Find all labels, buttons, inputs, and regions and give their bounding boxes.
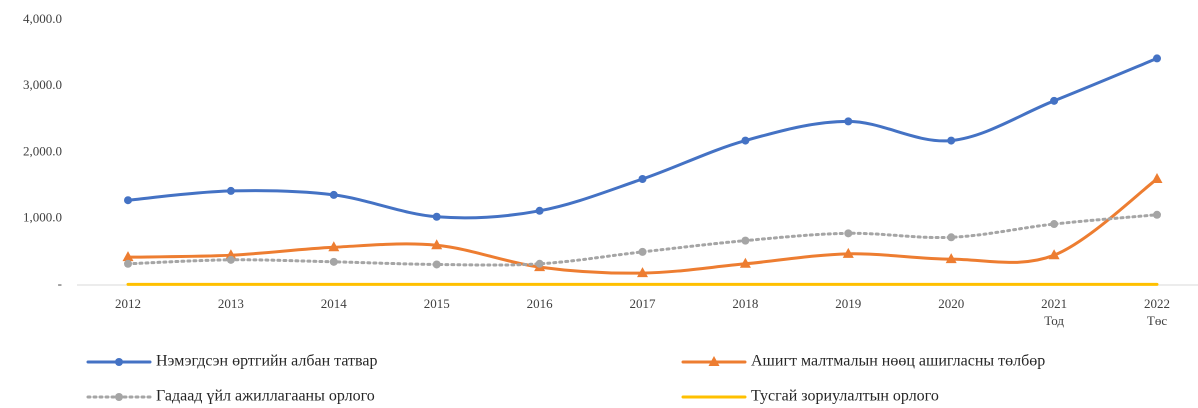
data-point: [638, 175, 647, 183]
legend-label: Тусгай зориулалтын орлого: [751, 388, 939, 405]
data-point: [122, 251, 134, 262]
series-line: [126, 56, 1159, 220]
x-tick-label: 2015: [424, 296, 450, 311]
data-point: [329, 190, 338, 199]
data-point: [842, 247, 854, 258]
data-point: [844, 117, 853, 126]
legend-marker: [115, 393, 123, 401]
data-point: [328, 241, 340, 252]
y-tick-label: 4,000.0: [23, 11, 62, 26]
y-tick-label: 2,000.0: [23, 143, 62, 158]
data-point: [947, 233, 956, 242]
x-tick-sublabel: Тод: [1044, 313, 1064, 328]
data-point: [226, 255, 235, 264]
x-tick-label: 2018: [732, 296, 758, 311]
data-point: [225, 249, 237, 260]
data-point: [741, 236, 750, 245]
x-tick-label: 2017: [630, 296, 657, 311]
data-point: [124, 259, 132, 268]
data-point: [945, 253, 957, 264]
y-tick-label: -: [58, 276, 62, 291]
data-point: [1151, 173, 1163, 183]
data-point: [535, 259, 544, 268]
data-point: [947, 136, 956, 145]
x-tick-label: 2022: [1144, 296, 1170, 311]
data-point: [741, 136, 750, 145]
data-point: [638, 247, 647, 256]
x-tick-label: 2012: [115, 296, 141, 311]
data-point: [329, 257, 338, 266]
data-point: [739, 257, 751, 268]
series-line: [126, 213, 1159, 267]
y-tick-label: 3,000.0: [23, 77, 62, 92]
data-point: [431, 239, 443, 250]
x-tick-sublabel: Төс: [1147, 313, 1167, 328]
data-point: [1050, 96, 1059, 105]
x-tick-label: 2019: [835, 296, 861, 311]
data-point: [637, 267, 648, 278]
legend-label: Ашигт малтмалын нөөц ашигласны төлбөр: [751, 353, 1045, 370]
legend-label: Гадаад үйл ажиллагааны орлого: [156, 388, 375, 405]
data-point: [535, 206, 544, 215]
data-point: [1153, 54, 1161, 63]
x-tick-label: 2013: [218, 296, 244, 311]
data-point: [226, 186, 235, 195]
x-tick-label: 2016: [527, 296, 554, 311]
legend-marker: [115, 358, 123, 366]
y-tick-label: 1,000.0: [23, 210, 62, 225]
x-tick-label: 2014: [321, 296, 348, 311]
legend-label: Нэмэгдсэн өртгийн албан татвар: [156, 353, 377, 370]
data-point: [432, 212, 441, 221]
data-point: [1050, 220, 1059, 229]
data-point: [124, 196, 132, 205]
data-point: [1153, 210, 1161, 219]
x-tick-label: 2020: [938, 296, 964, 311]
series-line: [126, 177, 1159, 275]
data-point: [1048, 249, 1060, 260]
data-point: [844, 229, 853, 238]
data-point: [432, 260, 441, 269]
x-tick-label: 2021: [1041, 296, 1067, 311]
legend-marker: [708, 356, 720, 366]
